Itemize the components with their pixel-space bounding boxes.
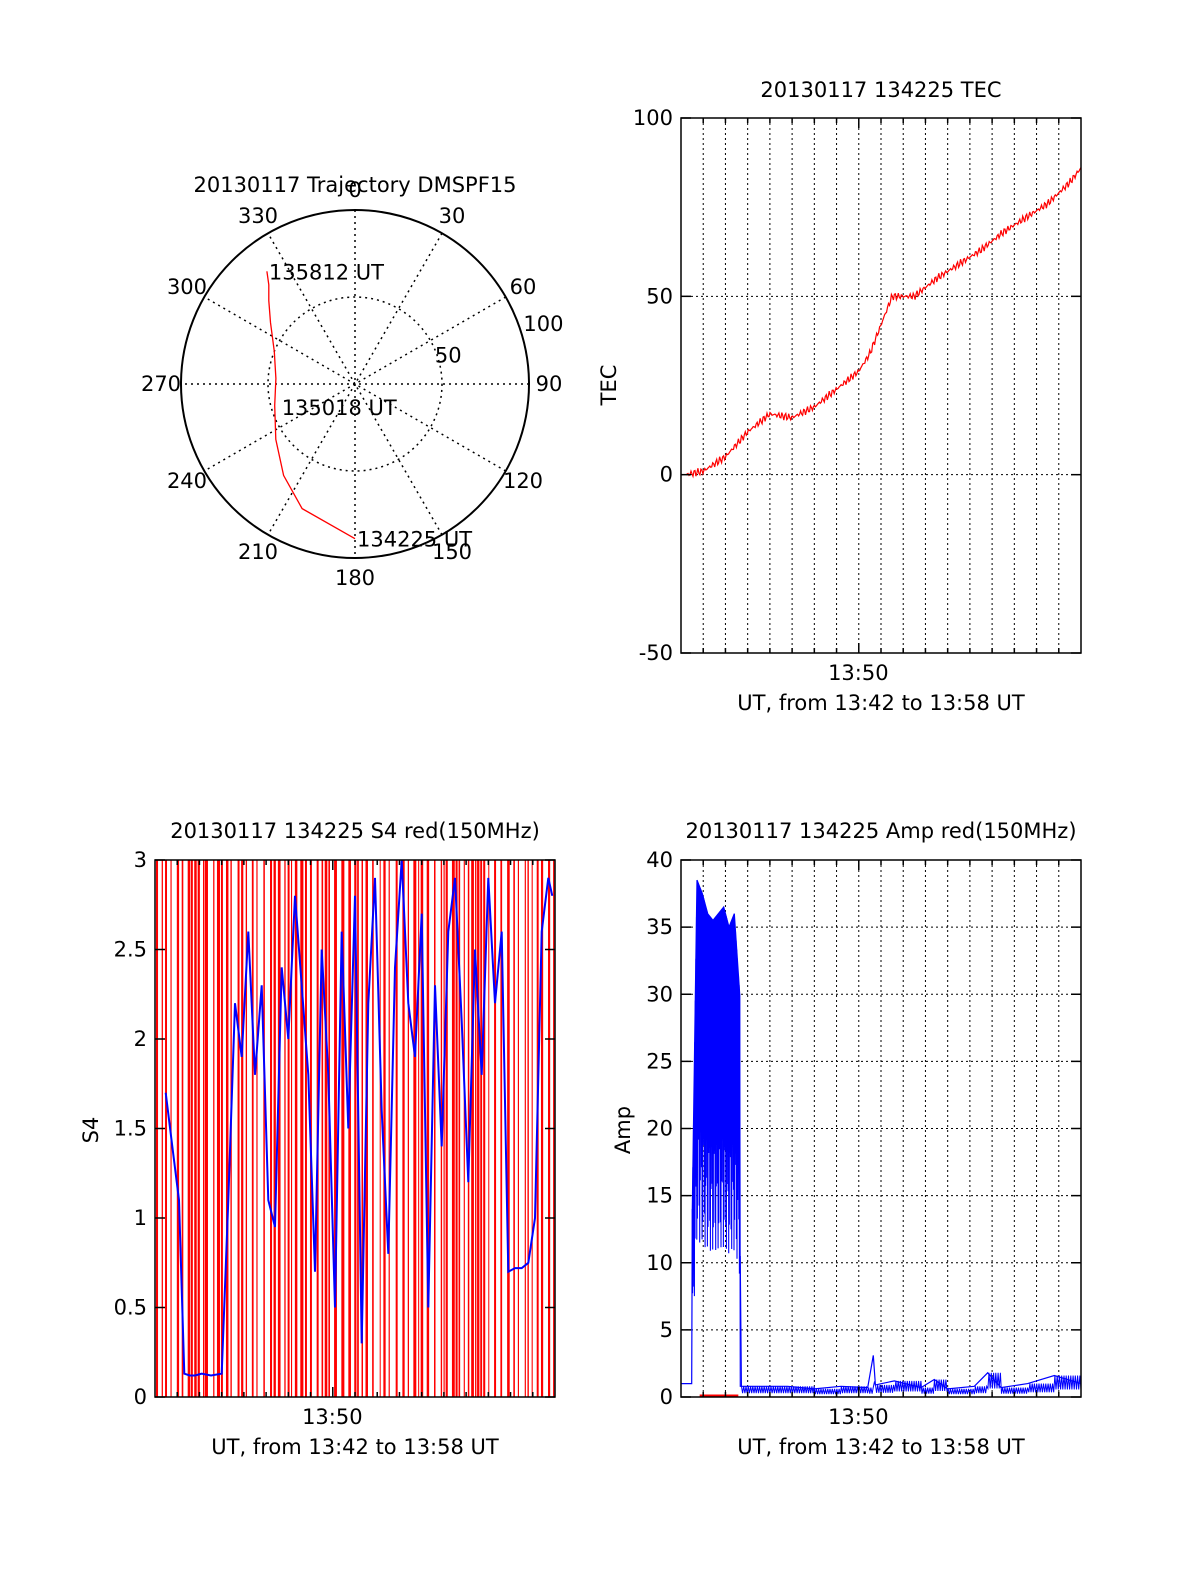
angle-label: 0 bbox=[348, 178, 361, 202]
amp-plot-area: 0 5 10 15 20 25 30 35 40 13:50 bbox=[646, 848, 1082, 1429]
angle-label: 120 bbox=[503, 469, 543, 493]
x-tick-label: 13:50 bbox=[828, 661, 889, 685]
polar-grid bbox=[180, 209, 530, 559]
y-tick-label: 1 bbox=[134, 1206, 147, 1230]
angle-label: 300 bbox=[167, 275, 207, 299]
y-tick-label: 25 bbox=[646, 1049, 673, 1073]
polar-inner-circle bbox=[267, 296, 443, 472]
x-tick-label: 13:50 bbox=[828, 1405, 889, 1429]
y-tick-label: 20 bbox=[646, 1117, 673, 1141]
y-tick-label: 3 bbox=[134, 848, 147, 872]
trajectory-polar-panel: 20130117 Trajectory DMSPF15 0 30 60 90 120 15… bbox=[141, 173, 563, 590]
y-tick-label: 2.5 bbox=[114, 938, 147, 962]
amp-noise bbox=[739, 1255, 1082, 1395]
angle-label: 210 bbox=[238, 540, 278, 564]
amp-ylabel: Amp bbox=[611, 1106, 635, 1154]
trajectory-time-label: 135812 UT bbox=[269, 260, 384, 284]
trajectory-time-label: 134225 UT bbox=[357, 528, 472, 552]
amp-panel: 20130117 134225 Amp red(150MHz) Amp UT, … bbox=[611, 819, 1082, 1459]
polar-spoke bbox=[267, 232, 443, 536]
angle-label: 90 bbox=[536, 372, 563, 396]
radial-label: 100 bbox=[523, 312, 563, 336]
s4-xlabel: UT, from 13:42 to 13:58 UT bbox=[211, 1435, 499, 1459]
amp-xlabel: UT, from 13:42 to 13:58 UT bbox=[737, 1435, 1025, 1459]
y-tick-label: 0 bbox=[660, 1385, 673, 1409]
y-tick-label: 15 bbox=[646, 1184, 673, 1208]
tec-title: 20130117 134225 TEC bbox=[760, 78, 1001, 102]
angle-label: 150 bbox=[432, 540, 472, 564]
angle-label: 30 bbox=[439, 204, 466, 228]
y-tick-label: 35 bbox=[646, 915, 673, 939]
tec-panel: 20130117 134225 TEC TEC UT, from 13:42 t… bbox=[597, 78, 1082, 715]
y-tick-label: 100 bbox=[633, 106, 673, 130]
angle-label: 330 bbox=[238, 204, 278, 228]
y-tick-label: 0 bbox=[134, 1385, 147, 1409]
amp-burst bbox=[691, 880, 741, 1297]
s4-title: 20130117 134225 S4 red(150MHz) bbox=[170, 819, 540, 843]
trajectory-time-label: 135018 UT bbox=[282, 396, 397, 420]
y-tick-label: 2 bbox=[134, 1027, 147, 1051]
y-tick-label: -50 bbox=[639, 641, 673, 665]
y-tick-label: 1.5 bbox=[114, 1117, 147, 1141]
angle-label: 240 bbox=[167, 469, 207, 493]
angle-label: 180 bbox=[335, 566, 375, 590]
y-tick-label: 30 bbox=[646, 982, 673, 1006]
trajectory-series: 135812 UT 135018 UT 134225 UT bbox=[266, 260, 472, 552]
angle-label: 270 bbox=[141, 372, 181, 396]
s4-plot-area: 0 0.5 1 1.5 2 2.5 3 13:50 bbox=[114, 848, 556, 1429]
radial-label: 50 bbox=[435, 344, 462, 368]
x-tick-label: 13:50 bbox=[302, 1405, 363, 1429]
tec-xlabel: UT, from 13:42 to 13:58 UT bbox=[737, 691, 1025, 715]
y-tick-label: 10 bbox=[646, 1251, 673, 1275]
y-tick-label: 0.5 bbox=[114, 1296, 147, 1320]
polar-labels: 0 30 60 90 120 150 180 210 240 270 300 330 50 100 bbox=[141, 178, 563, 590]
angle-label: 60 bbox=[510, 275, 537, 299]
y-tick-label: 40 bbox=[646, 848, 673, 872]
tec-plot-area: -50 0 50 100 13:50 bbox=[633, 106, 1082, 685]
s4-ylabel: S4 bbox=[79, 1117, 103, 1144]
y-tick-label: 5 bbox=[660, 1318, 673, 1342]
trajectory-title: 20130117 Trajectory DMSPF15 bbox=[193, 173, 516, 197]
y-tick-label: 50 bbox=[646, 284, 673, 308]
tec-series-line bbox=[685, 167, 1082, 479]
y-tick-label: 0 bbox=[660, 463, 673, 487]
trajectory-line bbox=[266, 271, 356, 540]
amp-title: 20130117 134225 Amp red(150MHz) bbox=[685, 819, 1076, 843]
s4-series-line bbox=[164, 859, 554, 1377]
s4-panel: 20130117 134225 S4 red(150MHz) S4 UT, fr… bbox=[79, 819, 556, 1459]
tec-ylabel: TEC bbox=[597, 365, 621, 407]
